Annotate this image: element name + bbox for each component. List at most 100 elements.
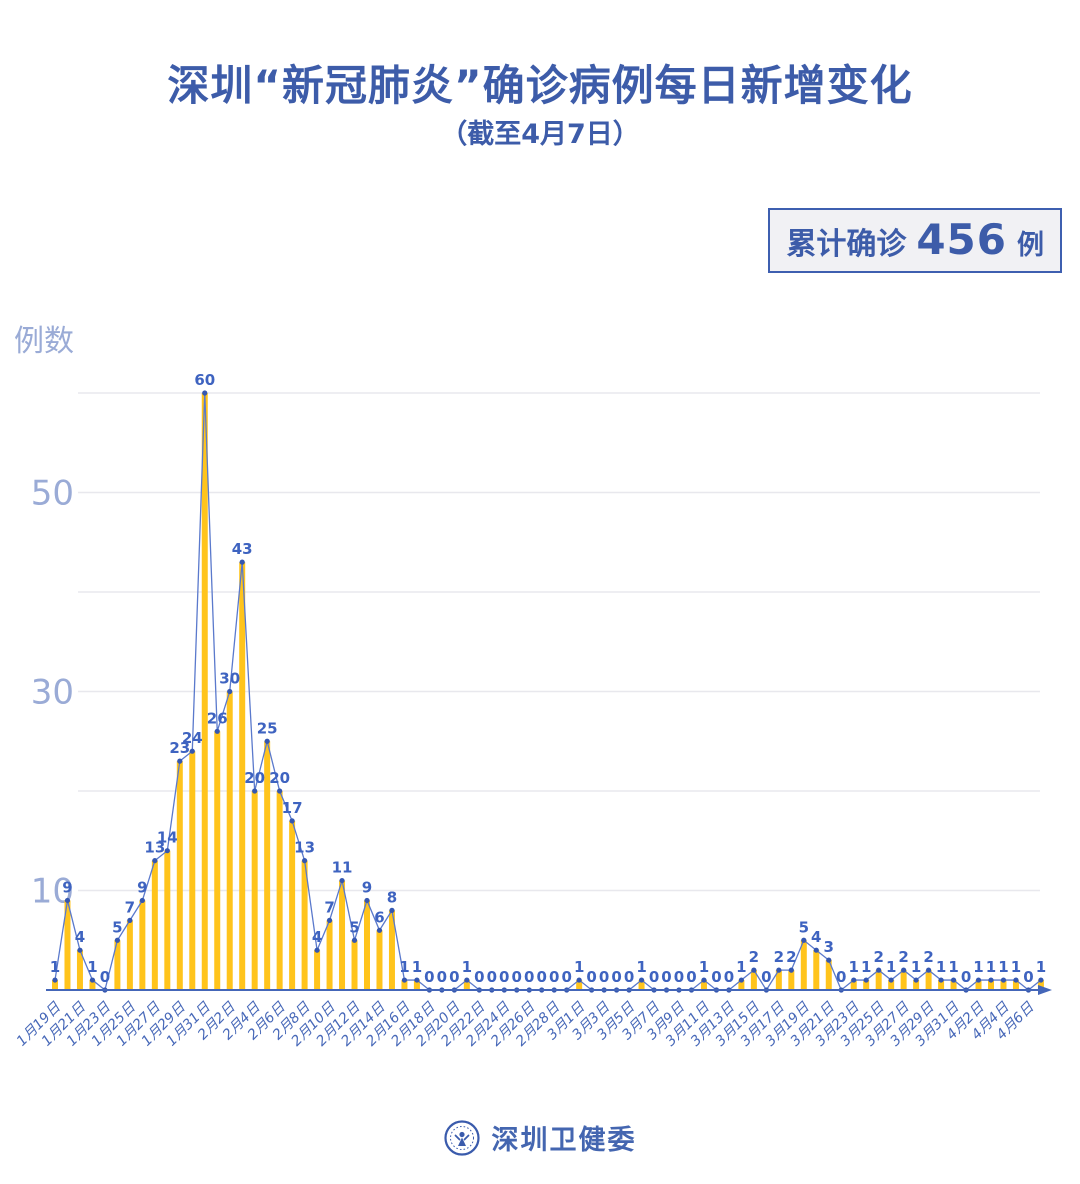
data-point-label: 60 — [194, 371, 215, 389]
data-point-label: 8 — [387, 888, 397, 906]
data-point-label: 1 — [849, 958, 859, 976]
data-point-dot — [938, 977, 944, 983]
case-bar — [938, 980, 945, 990]
data-point-dot — [239, 559, 245, 565]
data-point-label: 1 — [412, 958, 422, 976]
data-point-label: 1 — [699, 958, 709, 976]
case-bar — [326, 920, 333, 990]
data-point-label: 26 — [207, 709, 228, 727]
data-point-label: 11 — [332, 859, 353, 877]
data-point-label: 0 — [512, 968, 522, 986]
case-bar — [89, 980, 96, 990]
data-point-dot — [751, 967, 757, 973]
case-bar — [239, 562, 246, 990]
data-point-label: 0 — [537, 968, 547, 986]
case-bar — [700, 980, 707, 990]
case-bar — [1000, 980, 1007, 990]
data-point-dot — [863, 977, 869, 983]
data-point-dot — [64, 897, 71, 904]
data-point-label: 1 — [399, 958, 409, 976]
data-point-dot — [464, 977, 470, 983]
data-point-dot — [264, 738, 270, 744]
data-point-label: 20 — [244, 769, 265, 787]
data-point-label: 1 — [861, 958, 871, 976]
data-point-dot — [638, 977, 645, 983]
data-point-label: 1 — [87, 958, 97, 976]
data-point-dot — [1000, 977, 1007, 983]
data-point-label: 0 — [474, 968, 484, 986]
case-bar — [788, 970, 795, 990]
case-bar — [189, 751, 196, 990]
data-point-label: 1 — [911, 958, 921, 976]
data-point-label: 7 — [125, 898, 135, 916]
case-bar — [638, 980, 645, 990]
data-point-label: 0 — [836, 968, 846, 986]
case-bar — [413, 980, 420, 990]
data-point-dot — [576, 977, 582, 983]
badge-prefix: 累计确诊 — [786, 227, 907, 262]
data-point-label: 1 — [948, 958, 958, 976]
data-point-label: 5 — [349, 918, 359, 936]
data-point-dot — [1013, 977, 1019, 983]
data-point-dot — [152, 858, 158, 864]
case-bar — [301, 860, 308, 990]
daily-cases-chart-svg: 1030501941057913142324602630432025201713… — [14, 371, 1052, 1050]
data-point-dot — [52, 977, 58, 983]
data-point-dot — [950, 977, 957, 983]
case-bar — [376, 930, 383, 990]
data-point-label: 0 — [624, 968, 634, 986]
data-point-label: 0 — [686, 968, 696, 986]
case-bar — [950, 980, 957, 990]
case-bar — [463, 980, 470, 990]
data-point-label: 0 — [611, 968, 621, 986]
data-point-label: 7 — [324, 898, 334, 916]
footer-org-name: 深圳卫健委 — [491, 1125, 637, 1156]
case-bar — [388, 910, 395, 990]
data-point-label: 0 — [661, 968, 671, 986]
data-point-label: 1 — [636, 958, 646, 976]
data-point-label: 13 — [294, 839, 315, 857]
case-bar — [201, 393, 208, 990]
case-bar — [738, 980, 745, 990]
case-bar — [364, 900, 370, 990]
case-bar — [164, 850, 171, 990]
data-point-label: 2 — [873, 948, 883, 966]
x-axis-arrow-icon — [1038, 985, 1052, 995]
data-point-label: 23 — [169, 739, 190, 757]
data-point-label: 20 — [269, 769, 290, 787]
case-bar — [52, 980, 58, 990]
data-point-dot — [189, 748, 195, 754]
data-point-dot — [913, 977, 919, 983]
case-bar — [888, 980, 895, 990]
data-point-dot — [788, 967, 794, 973]
case-bar — [314, 950, 321, 990]
y-axis-unit-label: 例数 — [14, 324, 74, 359]
data-point-dot — [901, 967, 907, 973]
data-point-label: 9 — [362, 878, 372, 896]
case-bar — [750, 970, 757, 990]
data-point-label: 9 — [137, 878, 147, 896]
data-point-label: 1 — [986, 958, 996, 976]
data-point-label: 0 — [586, 968, 596, 986]
data-point-dot — [89, 977, 96, 983]
case-bar — [913, 980, 920, 990]
data-point-label: 5 — [799, 918, 809, 936]
data-point-dot — [414, 977, 420, 983]
y-tick-label: 50 — [31, 474, 74, 514]
case-bar — [276, 791, 283, 990]
data-point-dot — [277, 788, 283, 794]
data-point-label: 0 — [100, 968, 110, 986]
data-point-dot — [888, 977, 894, 983]
data-point-label: 1 — [1011, 958, 1021, 976]
chart-title: 深圳“新冠肺炎”确诊病例每日新增变化 — [167, 61, 913, 110]
data-point-dot — [826, 957, 832, 963]
data-point-label: 14 — [157, 829, 178, 847]
data-point-dot — [926, 967, 932, 973]
data-point-label: 1 — [936, 958, 946, 976]
case-bar — [775, 970, 782, 990]
data-point-dot — [389, 907, 395, 914]
data-point-dot — [351, 937, 358, 943]
case-bar — [214, 731, 221, 990]
data-point-dot — [975, 977, 982, 983]
cumulative-total-badge: 累计确诊 456 例 — [768, 208, 1062, 273]
